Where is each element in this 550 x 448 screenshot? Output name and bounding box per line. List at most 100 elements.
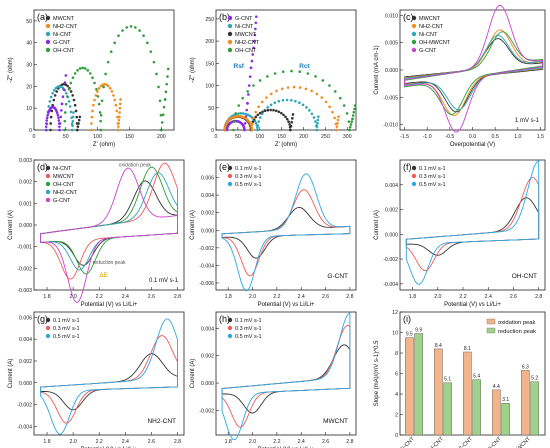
x-tick-label: 2.0 (70, 439, 77, 445)
x-tick-label: 2.4 (298, 439, 305, 445)
data-point (117, 122, 120, 125)
data-point (118, 111, 121, 114)
data-point (115, 109, 119, 113)
data-point (285, 98, 289, 102)
y-tick-label: 4 (395, 392, 398, 398)
data-point (310, 112, 314, 116)
legend-swatch (227, 173, 233, 179)
bar-value-label: 5.2 (531, 376, 538, 382)
y-tick-label: 0.006 (19, 315, 32, 321)
data-point (160, 121, 164, 124)
x-tick-label: 2.2 (273, 439, 280, 445)
legend-swatch (411, 173, 417, 179)
data-point (253, 39, 256, 43)
data-point (306, 72, 310, 75)
data-point (352, 110, 356, 114)
annotation: oxidation peak (119, 163, 152, 169)
legend-swatch (45, 47, 51, 53)
data-point (49, 122, 52, 125)
data-point (253, 33, 257, 37)
data-point (308, 109, 311, 112)
category-label: G-CNT (399, 436, 416, 448)
data-point (314, 75, 317, 78)
plot-frame (215, 159, 357, 291)
data-point (104, 72, 107, 76)
bar-value-label: 9.5 (406, 332, 413, 338)
data-point (59, 115, 63, 119)
data-point (252, 116, 255, 120)
data-point (46, 113, 50, 117)
data-point (280, 111, 283, 115)
x-tick-label: -1.0 (423, 134, 432, 140)
data-point (97, 102, 101, 106)
x-tick-label: 2.2 (96, 294, 103, 300)
data-point (72, 111, 75, 114)
x-tick-label: 2.4 (485, 294, 492, 300)
data-point (248, 114, 252, 118)
data-point (281, 70, 285, 74)
data-point (353, 107, 356, 111)
cv-curve (221, 311, 351, 441)
data-point (99, 84, 103, 88)
annotation: Rct (299, 63, 310, 70)
x-tick-label: 0.0 (469, 134, 476, 140)
cv-curve (404, 4, 544, 133)
sample-label: NH2-CNT (147, 418, 176, 425)
data-point (256, 113, 260, 117)
y-tick-label: 0.004 (201, 193, 214, 199)
legend-swatch (227, 333, 233, 339)
y-tick-label: -0.002 (17, 266, 32, 272)
data-point (317, 115, 320, 118)
y-tick-label: 0.004 (19, 337, 32, 343)
data-point (63, 128, 66, 132)
data-point (265, 96, 268, 99)
data-point (251, 53, 255, 56)
legend-label: Ni-CNT (53, 32, 72, 38)
x-tick-label: 2.0 (70, 294, 77, 300)
data-point (348, 125, 352, 129)
bar (463, 351, 472, 436)
legend-label: 0.1 mV s-1 (53, 318, 80, 324)
data-point (55, 109, 58, 113)
data-point (243, 122, 247, 125)
sample-label: MWCNT (323, 418, 348, 425)
y-tick-label: -0.002 (17, 403, 32, 409)
data-point (254, 115, 258, 119)
y-tick-label: 10 (26, 106, 32, 112)
data-point (165, 82, 168, 86)
legend-label: 0.1 mV s-1 (235, 166, 262, 172)
y-axis-label: Slope (mA)/(mV s-1)^0.5 (374, 340, 380, 406)
y-tick-label: 0.000 (19, 223, 32, 229)
data-point (290, 69, 293, 73)
data-point (316, 122, 319, 125)
data-point (51, 91, 54, 95)
x-tick-label: 0 (33, 134, 36, 140)
category-label: NH2-CNT (453, 436, 475, 448)
x-tick-label: 1.8 (43, 439, 50, 445)
cv-curve (40, 353, 178, 411)
data-point (77, 122, 80, 125)
cv-curve (405, 176, 540, 271)
data-point (69, 110, 73, 114)
y-axis-label: Current (A) (8, 210, 14, 240)
data-point (149, 50, 153, 53)
y-tick-label: 0.010 (385, 13, 398, 19)
x-tick-label: 100 (255, 134, 264, 140)
y-axis-label: Current (A) (374, 210, 380, 240)
legend-swatch (45, 39, 51, 45)
data-point (350, 120, 354, 123)
data-point (252, 46, 255, 50)
panel-6: (g) 1.8 2.0 2.2 2.4 2.6 2.8 0.006 0.004 0.002 0.00… (8, 311, 185, 448)
data-point (74, 109, 78, 113)
bar-value-label: 6.3 (522, 364, 529, 370)
x-tick-label: 150 (277, 134, 286, 140)
data-point (52, 89, 56, 92)
cv-curve (405, 159, 540, 285)
data-point (102, 85, 105, 89)
legend-label: 0.5 mV s-1 (235, 182, 262, 188)
panel-label: (h) (219, 314, 230, 324)
y-tick-label: 0 (395, 433, 398, 439)
legend-swatch (45, 325, 51, 331)
data-point (58, 128, 61, 132)
bar (405, 337, 414, 436)
